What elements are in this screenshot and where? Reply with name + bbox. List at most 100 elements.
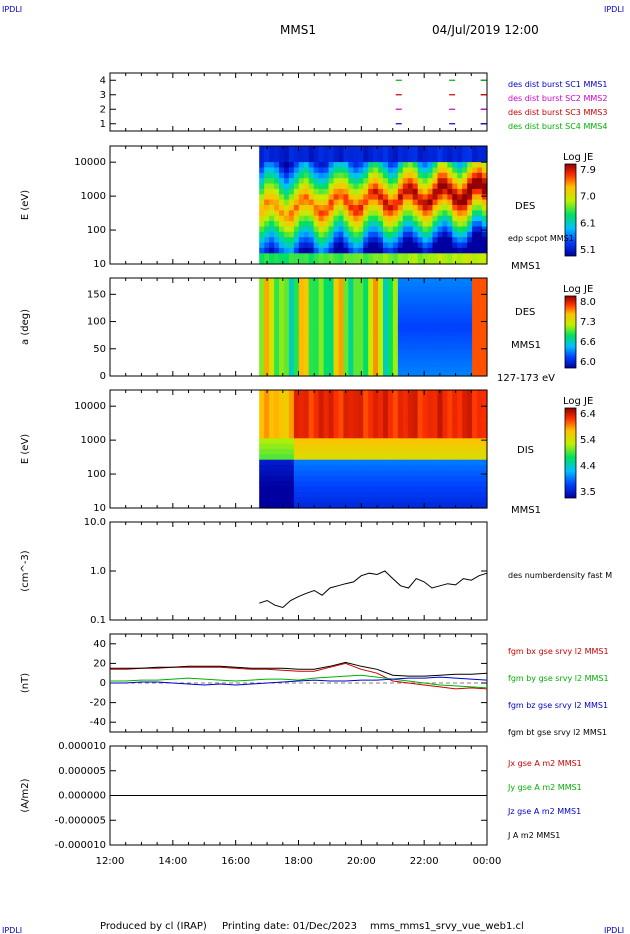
heatmap-cell [338,178,345,185]
heatmap-cell [333,358,340,364]
heatmap-cell [343,358,349,364]
heatmap-cell [264,449,270,455]
heatmap-cell [432,406,439,413]
heatmap-cell [422,416,429,423]
heatmap-cell [462,422,468,429]
heatmap-cell [284,215,290,222]
heatmap-cell [298,286,305,292]
heatmap-cell [402,205,409,211]
des-energy-y-tick-label: 10 [93,259,106,270]
heatmap-cell [313,247,320,254]
heatmap-cell [462,231,468,238]
heatmap-cell [452,162,458,169]
heatmap-cell [482,237,488,244]
heatmap-cell [407,459,414,466]
heatmap-cell [298,253,305,260]
heatmap-cell [313,438,320,445]
heatmap-cell [407,353,414,359]
heatmap-cell [467,322,473,328]
heatmap-cell [284,358,290,364]
heatmap-cell [388,331,394,337]
heatmap-cell [269,358,275,364]
heatmap-cell [293,481,300,488]
heatmap-cell [338,172,345,179]
heatmap-cell [318,432,325,439]
heatmap-cell [343,344,349,350]
heatmap-cell [343,406,349,413]
heatmap-cell [279,481,285,488]
heatmap-cell [432,183,439,190]
dis-energy-y-tick-label: 100 [87,469,106,480]
heatmap-cell [477,291,483,297]
heatmap-cell [482,322,488,328]
heatmap-cell [407,340,414,346]
heatmap-cell [333,313,340,319]
heatmap-cell [388,304,394,310]
heatmap-cell [323,443,330,450]
heatmap-cell [368,322,374,328]
heatmap-cell [373,475,379,482]
heatmap-cell [318,390,325,396]
heatmap-cell [318,253,325,260]
heatmap-cell [343,400,349,407]
heatmap-cell [368,459,374,466]
heatmap-cell [472,286,478,292]
heatmap-cell [462,367,468,373]
heatmap-cell [308,291,315,297]
heatmap-cell [447,344,453,350]
heatmap-cell [407,465,414,472]
heatmap-cell [348,432,354,439]
heatmap-cell [472,340,478,346]
heatmap-cell [298,432,305,439]
heatmap-cell [358,497,364,504]
heatmap-cell [388,475,394,482]
heatmap-cell [368,443,374,450]
heatmap-cell [274,427,280,434]
heatmap-cell [328,475,335,482]
heatmap-cell [353,226,359,233]
heatmap-cell [442,475,448,482]
heatmap-cell [437,327,444,333]
heatmap-cell [442,502,448,509]
heatmap-cell [388,416,394,423]
heatmap-cell [363,253,369,260]
heatmap-cell [472,362,478,368]
heatmap-cell [402,465,409,472]
heatmap-cell [343,411,349,418]
heatmap-cell [318,237,325,244]
heatmap-cell [269,183,275,190]
heatmap-cell [353,162,359,169]
heatmap-cell [452,395,458,402]
heatmap-cell [402,278,409,284]
heatmap-cell [467,253,473,260]
heatmap-cell [427,146,434,152]
heatmap-cell [328,210,335,217]
heatmap-cell [358,438,364,445]
heatmap-cell [264,475,270,482]
heatmap-cell [358,172,364,179]
heatmap-cell [284,470,290,477]
heatmap-cell [477,199,483,206]
heatmap-cell [373,215,379,222]
heatmap-cell [293,313,300,319]
heatmap-cell [274,162,280,169]
heatmap-cell [323,221,330,228]
heatmap-cell [313,411,320,418]
heatmap-cell [462,146,468,152]
heatmap-cell [284,362,290,368]
heatmap-cell [353,151,359,158]
heatmap-cell [284,205,290,211]
heatmap-cell [264,247,270,254]
heatmap-cell [412,454,419,461]
heatmap-cell [279,335,285,341]
heatmap-cell [412,422,419,429]
heatmap-cell [363,362,369,368]
heatmap-cell [318,162,325,169]
heatmap-cell [442,497,448,504]
heatmap-cell [412,459,419,466]
heatmap-cell [333,253,340,260]
heatmap-cell [368,286,374,292]
heatmap-cell [358,286,364,292]
heatmap-cell [279,449,285,455]
heatmap-cell [274,406,280,413]
